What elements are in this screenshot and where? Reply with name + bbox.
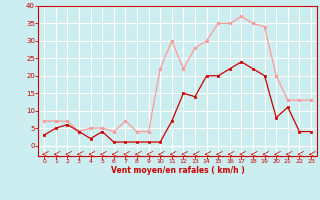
X-axis label: Vent moyen/en rafales ( km/h ): Vent moyen/en rafales ( km/h ) [111, 166, 244, 175]
